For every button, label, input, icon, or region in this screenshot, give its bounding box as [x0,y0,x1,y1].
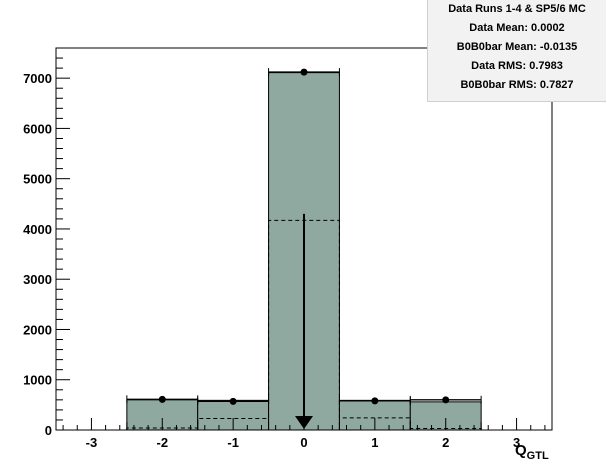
y-tick-label: 4000 [23,222,52,237]
x-tick-label: 1 [371,435,378,450]
x-tick-label: -2 [157,435,169,450]
x-tick-label: 2 [442,435,449,450]
y-tick-label: 7000 [23,71,52,86]
y-tick-label: 0 [45,423,52,438]
x-tick-label: 3 [513,435,520,450]
stats-data-mean: Data Mean: 0.0002 [469,22,565,34]
data-point [300,68,308,76]
y-tick-label: 1000 [23,373,52,388]
stats-data-rms: Data RMS: 0.7983 [471,60,563,72]
x-tick-label: 0 [300,435,307,450]
stats-box: Data Runs 1-4 & SP5/6 MC Data Mean: 0.00… [427,0,606,102]
data-point [371,397,379,405]
y-tick-label: 2000 [23,322,52,337]
data-point [442,396,450,404]
stats-b0b0bar-mean: B0B0bar Mean: -0.0135 [456,41,578,53]
x-tick-label: -3 [86,435,98,450]
x-axis-title: QGTL [515,442,549,462]
x-axis-title-sub: GTL [526,450,549,462]
stats-title: Data Runs 1-4 & SP5/6 MC [448,3,586,15]
y-tick-label: 5000 [23,172,52,187]
x-axis-title-main: Q [515,442,527,459]
data-point [229,397,237,405]
y-tick-label: 3000 [23,272,52,287]
x-tick-label: -1 [227,435,239,450]
stats-b0b0bar-rms: B0B0bar RMS: 0.7827 [460,79,574,91]
y-tick-label: 6000 [23,121,52,136]
data-point [158,395,166,403]
